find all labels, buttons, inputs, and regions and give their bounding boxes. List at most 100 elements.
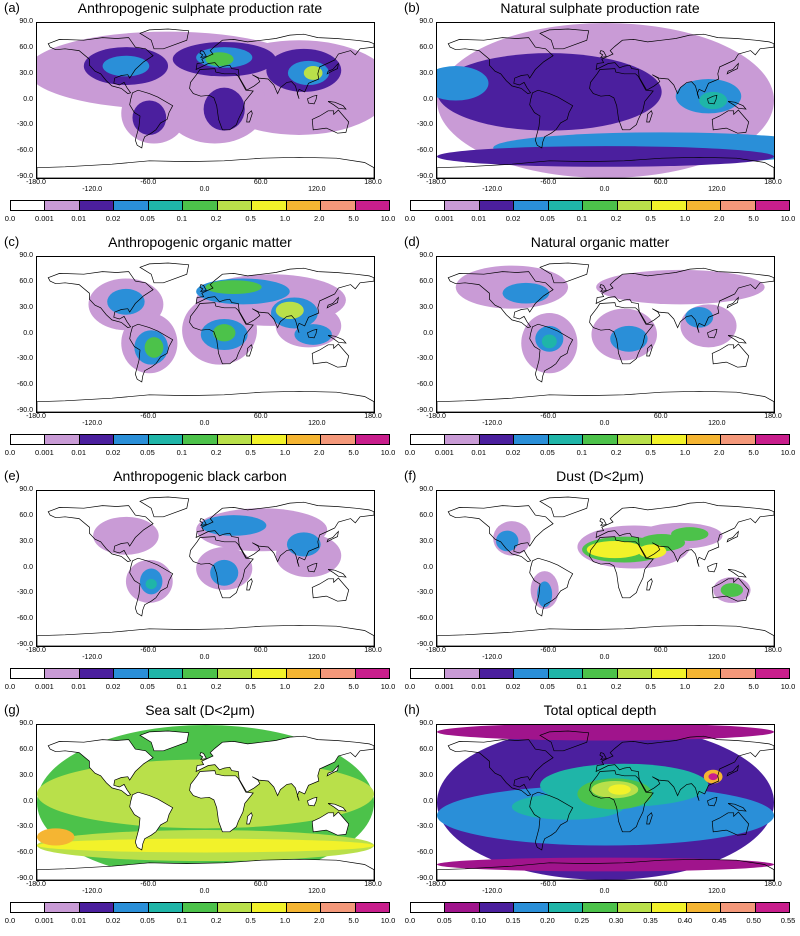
- x-tick-label: 60.0: [653, 881, 668, 888]
- coastline-africa: [589, 302, 654, 365]
- colorbar-label: 0.1: [176, 448, 188, 457]
- field-contour: [708, 773, 718, 781]
- coastline-britain: [199, 50, 207, 58]
- field-contour: [212, 324, 236, 342]
- coastline-antarctica: [37, 858, 374, 880]
- y-tick-label: 60.0: [19, 43, 33, 51]
- colorbar-label: 0.01: [71, 214, 87, 223]
- field-contour: [596, 269, 765, 305]
- colorbar-swatch: [45, 903, 80, 912]
- colorbar-label: 0.05: [140, 916, 155, 925]
- y-tick-label: -30.0: [17, 121, 33, 129]
- y-tick-label: -90.0: [417, 875, 433, 882]
- colorbar-label: 0.1: [576, 214, 588, 223]
- panel-title: Anthropogenic organic matter: [108, 234, 292, 250]
- field-contour: [37, 838, 374, 853]
- coastline-northAmerica: [47, 505, 154, 562]
- x-tick-label: -120.0: [482, 888, 503, 895]
- colorbar-label: 0.01: [471, 682, 487, 691]
- field-contour: [200, 515, 267, 536]
- coastline-newGuinea: [727, 569, 747, 578]
- coastline-borneo: [707, 94, 718, 105]
- x-tick-label: 120.0: [708, 654, 726, 661]
- colorbar-swatch: [11, 201, 46, 210]
- colorbar-swatch: [45, 201, 80, 210]
- x-tick-label: -60.0: [540, 179, 557, 186]
- y-tick-label: 0.0: [423, 797, 433, 805]
- colorbar-swatch: [583, 435, 618, 444]
- x-tick-label: 0.0: [199, 654, 210, 661]
- field-contour: [286, 532, 321, 557]
- colorbar-swatch: [617, 903, 653, 912]
- field-contour: [541, 334, 557, 349]
- x-tick-label: 180.0: [764, 179, 782, 186]
- colorbar-label: 0.1: [576, 448, 588, 457]
- y-tick-label: 0.0: [423, 563, 433, 571]
- panel-title: Natural organic matter: [530, 234, 670, 250]
- x-tick-label: -180.0: [26, 179, 46, 186]
- colorbar-label: 0.05: [540, 214, 555, 223]
- land-mask: [328, 803, 346, 812]
- coastline-northAmerica: [447, 271, 554, 328]
- y-tick-label: -90.0: [17, 641, 33, 648]
- colorbar-label: 0.0: [4, 682, 16, 691]
- colorbar: [10, 902, 390, 913]
- x-tick-label: 0.0: [199, 420, 210, 427]
- coastline-britain: [199, 284, 207, 292]
- colorbar-swatch: [45, 435, 80, 444]
- coastline-australia: [711, 577, 750, 602]
- colorbar-swatch: [286, 201, 322, 210]
- colorbar-swatch: [411, 669, 446, 678]
- panel-title: Sea salt (D<2μm): [145, 702, 255, 718]
- coastline-australia: [711, 811, 750, 836]
- field-contour: [671, 527, 709, 541]
- colorbar-swatch: [652, 435, 687, 444]
- colorbar-label: 5.0: [348, 448, 359, 457]
- colorbar-swatch: [479, 903, 515, 912]
- coastline-borneo: [307, 94, 318, 105]
- colorbar-label: 0.1: [176, 682, 188, 691]
- x-tick-label: -60.0: [140, 647, 157, 654]
- coastline-europeAsia: [595, 501, 774, 567]
- colorbar-swatch: [217, 435, 253, 444]
- colorbar-label: 0.0: [404, 448, 416, 457]
- colorbar-swatch: [148, 201, 184, 210]
- land-mask: [196, 736, 374, 801]
- y-tick-label: -60.0: [417, 615, 433, 623]
- colorbar-swatch: [652, 201, 687, 210]
- colorbar-swatch: [514, 903, 549, 912]
- coastline-japan: [326, 62, 339, 75]
- colorbar-label: 0.2: [210, 448, 222, 457]
- colorbar-label: 0.02: [105, 916, 121, 925]
- colorbar-swatch: [721, 435, 756, 444]
- colorbar-label: 0.05: [540, 682, 555, 691]
- x-tick-label: 180.0: [364, 881, 382, 888]
- y-tick-label: -90.0: [417, 173, 433, 180]
- field-contour: [437, 66, 489, 101]
- colorbar-label: 0.01: [471, 214, 487, 223]
- coastline-africa: [589, 68, 654, 131]
- colorbar-label: 0.30: [608, 916, 624, 925]
- map-panel: (h) Total optical depth 90.0 60.0 30.0 0.0 -30…: [400, 702, 800, 936]
- map-plot: [36, 724, 375, 881]
- colorbar-swatch: [114, 435, 149, 444]
- field-contour: [638, 544, 667, 559]
- map-field: [37, 725, 374, 880]
- colorbar-swatch: [445, 201, 480, 210]
- map-panel: (b) Natural sulphate production rate 90.0 6…: [400, 0, 800, 234]
- y-tick-label: 60.0: [419, 43, 433, 51]
- land-mask: [48, 739, 154, 796]
- x-tick-label: 60.0: [653, 179, 668, 186]
- coastline-madagascar: [646, 110, 653, 123]
- colorbar-swatch: [286, 669, 322, 678]
- coastline-newGuinea: [327, 101, 347, 110]
- coastline-japan: [726, 764, 739, 777]
- y-tick-label: -60.0: [417, 147, 433, 155]
- field-contour: [93, 516, 159, 555]
- colorbar-label: 0.001: [34, 682, 54, 691]
- colorbar-swatch: [548, 435, 584, 444]
- coastline-japan: [326, 764, 339, 777]
- colorbar-swatch: [114, 669, 149, 678]
- y-tick-label: -30.0: [417, 121, 433, 129]
- panel-letter: (h): [404, 702, 420, 717]
